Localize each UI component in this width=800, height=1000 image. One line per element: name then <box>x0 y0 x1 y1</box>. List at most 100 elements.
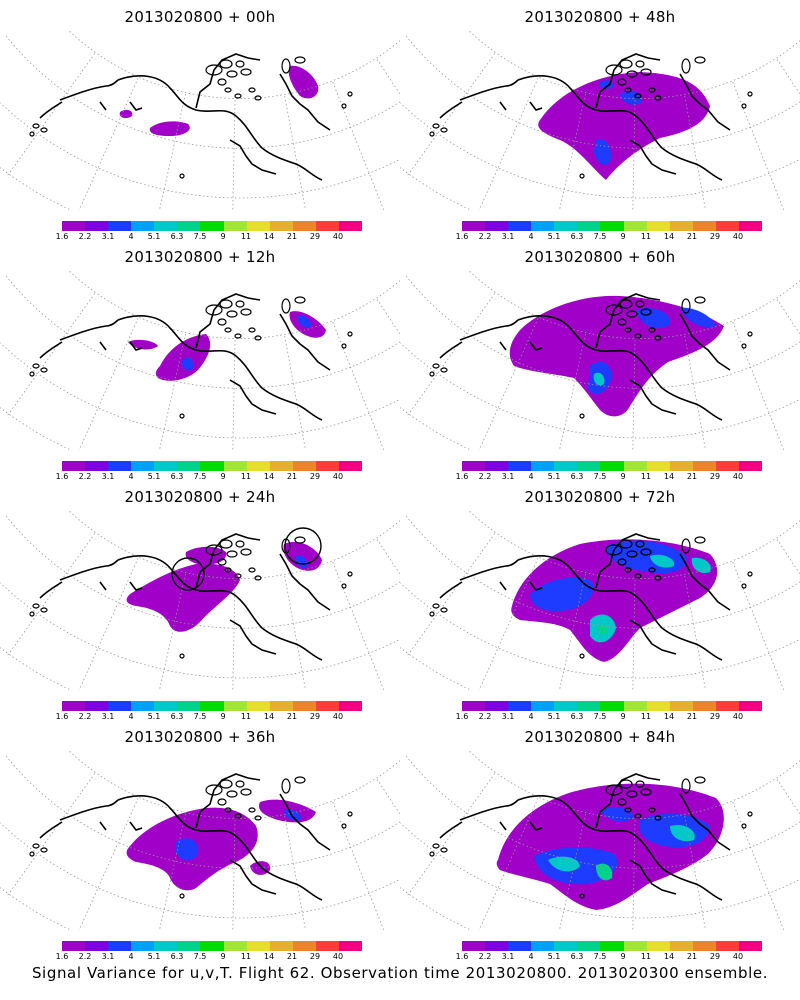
coastline <box>517 795 723 901</box>
variance-region <box>297 315 312 328</box>
island-coastline <box>240 68 252 76</box>
colorbar-tick-label: 1.6 <box>55 712 69 721</box>
graticule-longitude-line <box>776 298 800 335</box>
panel-title: 2013020800 + 12h <box>124 248 276 266</box>
graticule-longitude-line <box>78 318 139 450</box>
colorbar-tick-label: 6.3 <box>170 952 184 961</box>
variance-region <box>650 554 675 568</box>
island-coastline <box>635 60 645 68</box>
coastline <box>517 555 723 661</box>
graticule-longitude-line <box>332 82 385 210</box>
island-coastline <box>429 131 435 137</box>
colorbar-tick-label: 29 <box>709 472 721 481</box>
coastline <box>499 581 507 591</box>
coastline <box>39 341 63 359</box>
colorbar-swatch <box>177 461 201 471</box>
island-coastline <box>205 544 223 556</box>
graticule-longitude-line <box>407 533 496 656</box>
island-coastline <box>681 298 691 314</box>
colorbar-tick-label: 29 <box>309 712 321 721</box>
graticule-longitude-line <box>559 93 586 210</box>
island-coastline <box>294 56 306 64</box>
coastline <box>229 619 277 655</box>
observation-circle <box>284 527 322 565</box>
island-coastline <box>635 300 645 308</box>
colorbar: 1.6 2.2 3.1 4 5.1 6.3 7.5 9 11 14 21 29 40 <box>56 221 363 243</box>
island-coastline <box>205 64 223 76</box>
graticule-longitude-line <box>78 78 139 210</box>
colorbar-tick-label: 4 <box>128 712 134 721</box>
colorbar-swatch <box>315 461 339 471</box>
island-coastline <box>634 333 642 339</box>
colorbar-swatch <box>600 941 624 951</box>
variance-region <box>128 339 158 350</box>
colorbar-swatch <box>200 941 224 951</box>
island-coastline <box>254 815 262 821</box>
island-coastline <box>179 653 185 659</box>
colorbar-swatch <box>200 701 224 711</box>
coastline <box>59 559 119 581</box>
island-coastline <box>694 296 706 304</box>
coastline <box>279 793 331 851</box>
colorbar-tick-label: 3.1 <box>501 472 515 481</box>
colorbar-swatch <box>692 461 716 471</box>
graticule-longitude-line <box>332 322 385 450</box>
graticule-latitude-line <box>0 342 400 439</box>
map-panel-48h: 2013020800 + 48h 1.6 2.2 3.1 4 5.1 6.3 7.5 9 11 14… <box>400 0 800 241</box>
graticule-longitude-line <box>776 778 800 815</box>
coastline <box>529 341 543 351</box>
graticule-longitude-line <box>407 293 496 416</box>
island-coastline <box>741 103 747 109</box>
colorbar-swatch <box>623 461 647 471</box>
graticule-longitude-line <box>7 773 96 896</box>
colorbar-swatch <box>485 461 509 471</box>
coastline <box>529 581 543 591</box>
colorbar-tick-label: 11 <box>240 712 252 721</box>
graticule-longitude-line <box>7 53 96 176</box>
graticule-longitude-line <box>232 339 236 450</box>
colorbar-swatch <box>462 941 486 951</box>
island-coastline <box>624 327 632 333</box>
island-coastline <box>217 318 227 326</box>
colorbar-swatch <box>669 701 693 711</box>
colorbar-tick-label: 14 <box>663 952 675 961</box>
island-coastline <box>341 823 347 829</box>
island-coastline <box>619 779 633 789</box>
island-coastline <box>619 59 633 69</box>
colorbar-tick-label: 1.6 <box>455 472 469 481</box>
graticule-latitude-line <box>0 102 400 199</box>
colorbar-tick-label: 40 <box>332 472 344 481</box>
island-coastline <box>617 318 627 326</box>
island-coastline <box>29 131 35 137</box>
island-coastline <box>579 413 585 419</box>
island-coastline <box>640 68 652 76</box>
island-coastline <box>747 571 753 577</box>
island-coastline <box>254 95 262 101</box>
colorbar-swatch <box>62 701 86 711</box>
graticule-longitude-line <box>159 93 186 210</box>
graticule-longitude-line <box>78 798 139 930</box>
colorbar-tick-label: 9 <box>220 712 226 721</box>
colorbar-swatch <box>200 221 224 231</box>
island-coastline <box>429 611 435 617</box>
variance-region <box>680 307 716 328</box>
colorbar-swatch <box>338 701 363 711</box>
colorbar-swatch <box>508 941 532 951</box>
colorbar-tick-label: 14 <box>663 472 675 481</box>
colorbar-tick-label: 14 <box>263 952 275 961</box>
colorbar-swatch <box>623 701 647 711</box>
colorbar-tick-label: 4 <box>528 712 534 721</box>
colorbar-swatch <box>108 461 132 471</box>
graticule-latitude-line <box>67 270 400 339</box>
panel-title: 2013020800 + 36h <box>124 728 276 746</box>
colorbar-swatch <box>485 941 509 951</box>
island-coastline <box>432 843 440 849</box>
variance-region <box>176 838 199 861</box>
coastline <box>279 313 331 371</box>
graticule-longitude-line <box>284 95 306 210</box>
graticule-longitude-line <box>684 95 706 210</box>
island-coastline <box>624 87 632 93</box>
graticule-longitude-line <box>284 815 306 930</box>
variance-region <box>126 563 240 632</box>
colorbar-tick-label: 2.2 <box>78 472 92 481</box>
